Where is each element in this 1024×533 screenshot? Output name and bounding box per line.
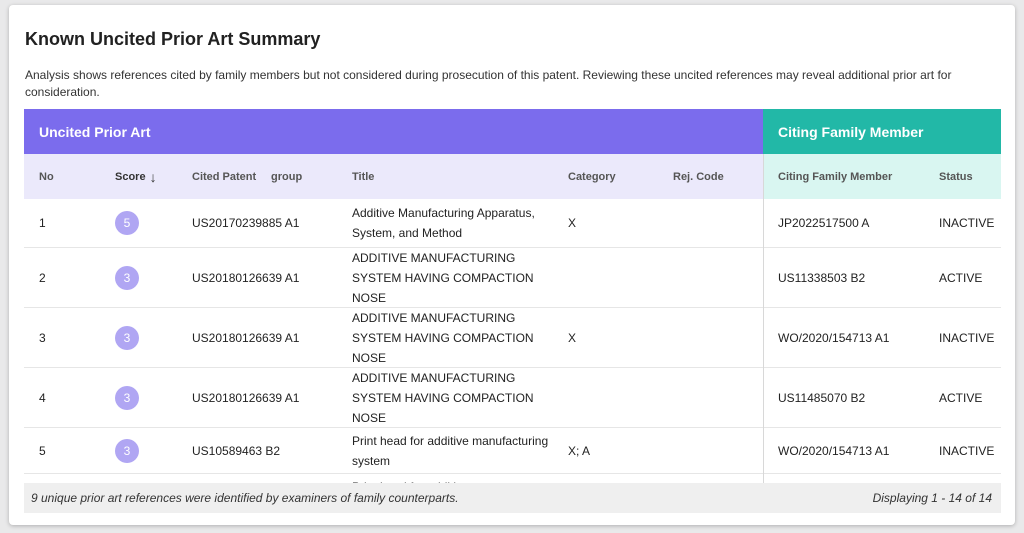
category: X [568, 330, 577, 345]
prior-art-table: Uncited Prior Art Citing Family Member N… [24, 109, 1001, 485]
citing-family-member: WO/2020/154713 A1 [778, 330, 890, 345]
score-badge: 3 [115, 265, 139, 290]
citing-family-member: WO/2020/154713 A1 [778, 443, 890, 458]
citing-family-member: US11338503 B2 [778, 270, 866, 285]
pagination-info: Displaying 1 - 14 of 14 [872, 491, 992, 505]
patent-title: ADDITIVE MANUFACTURING SYSTEM HAVING COM… [352, 370, 534, 425]
score-badge: 5 [115, 211, 139, 235]
prior-art-card: Known Uncited Prior Art Summary Analysis… [9, 5, 1015, 525]
row-no: 5 [39, 443, 46, 458]
page-title: Known Uncited Prior Art Summary [25, 29, 321, 49]
col-citing-family-member[interactable]: Citing Family Member [778, 170, 893, 183]
row-no: 1 [39, 216, 46, 230]
sort-down-arrow-icon[interactable]: ↓ [149, 168, 157, 185]
status: ACTIVE [939, 390, 983, 405]
category: X [568, 216, 577, 230]
table-row[interactable]: 4 3 US20180126639 A1 ADDITIVE MANUFACTUR… [24, 368, 1001, 428]
group-uncited-prior-art: Uncited Prior Art [24, 109, 763, 154]
citing-family-member: JP2022517500 A [778, 216, 870, 230]
patent-title: Print head for additive manufacturing sy… [352, 433, 549, 468]
cited-patent: US20180126639 A1 [192, 270, 300, 285]
col-cited-patent[interactable]: Cited Patent [192, 170, 257, 183]
table-row[interactable]: 5 3 US10589463 B2 Print head for additiv… [24, 428, 1001, 474]
citing-family-member: US11485070 B2 [778, 390, 866, 405]
col-title[interactable]: Title [352, 170, 375, 183]
cited-patent: US20180126639 A1 [192, 390, 300, 405]
cited-patent: US20180126639 A1 [192, 330, 300, 345]
table-footer: 9 unique prior art references were ident… [24, 483, 1001, 513]
group-citing-family-member: Citing Family Member [763, 109, 1001, 154]
score-badge: 3 [115, 325, 139, 350]
patent-title: ADDITIVE MANUFACTURING SYSTEM HAVING COM… [352, 310, 534, 365]
col-score-label: Score [115, 170, 146, 183]
col-score[interactable]: Score ↓ [115, 154, 157, 199]
cited-patent: US20170239885 A1 [192, 216, 300, 230]
row-no: 3 [39, 330, 46, 345]
row-no: 4 [39, 390, 46, 405]
row-no: 2 [39, 270, 46, 285]
column-group-divider [763, 154, 764, 485]
category: X; A [568, 443, 591, 458]
score-badge: 3 [115, 385, 139, 410]
summary-description: Analysis shows references cited by famil… [25, 68, 952, 99]
patent-title: ADDITIVE MANUFACTURING SYSTEM HAVING COM… [352, 250, 534, 305]
table-column-header: No Score ↓ Cited Patent group Title Cate… [24, 154, 1001, 199]
status: INACTIVE [939, 330, 995, 345]
status: INACTIVE [939, 216, 995, 230]
table-row[interactable]: 3 3 US20180126639 A1 ADDITIVE MANUFACTUR… [24, 308, 1001, 368]
col-rej-code[interactable]: Rej. Code [673, 170, 724, 183]
patent-title: Print head for additive [352, 474, 552, 485]
col-category[interactable]: Category [568, 170, 616, 183]
footer-summary: 9 unique prior art references were ident… [31, 491, 459, 505]
col-group[interactable]: group [271, 170, 303, 183]
table-group-header: Uncited Prior Art Citing Family Member [24, 109, 1001, 154]
col-status[interactable]: Status [939, 170, 973, 183]
status: ACTIVE [939, 270, 983, 285]
score-badge: 3 [115, 438, 139, 463]
table-row[interactable]: 2 3 US20180126639 A1 ADDITIVE MANUFACTUR… [24, 248, 1001, 308]
table-row[interactable]: 1 5 US20170239885 A1 Additive Manufactur… [24, 199, 1001, 248]
status: INACTIVE [939, 443, 995, 458]
col-no[interactable]: No [39, 170, 54, 183]
cited-patent: US10589463 B2 [192, 443, 281, 458]
patent-title: Additive Manufacturing Apparatus, System… [352, 206, 535, 240]
